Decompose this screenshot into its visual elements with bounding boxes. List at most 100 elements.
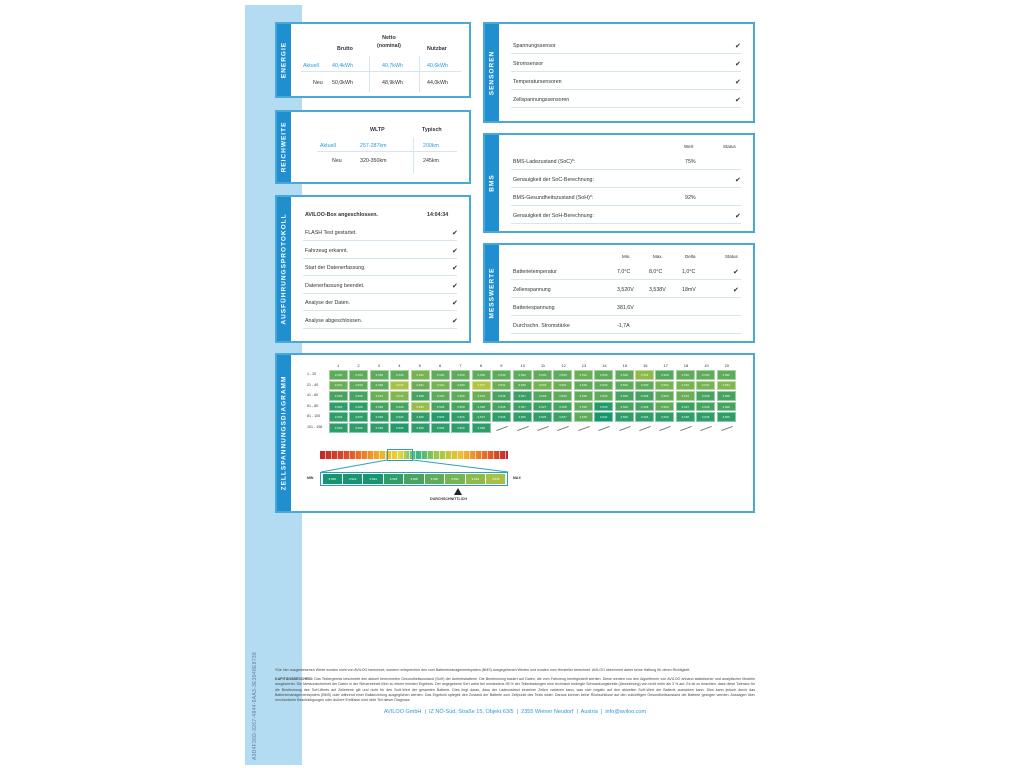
zoom-cell: 3,522	[342, 474, 363, 484]
measurement-label: Durchschn. Stromstärke	[513, 323, 570, 329]
value: 245km	[423, 158, 439, 164]
col-header: Typisch	[422, 127, 442, 133]
col-header: Netto (nominal)	[377, 35, 401, 49]
zoom-cell: 3,526	[383, 474, 404, 484]
value: 44,0kWh	[427, 80, 448, 86]
cell-voltage: 3,531	[471, 391, 491, 401]
zoom-cell: 3,534	[465, 474, 485, 484]
empty-cell-dash	[598, 425, 610, 432]
measurement-value: 3,520V	[617, 287, 634, 293]
section-title: ENERGIE	[280, 41, 288, 79]
cell-voltage: 3,530	[573, 401, 593, 412]
bms-label: BMS-Ladezustand (SoC)*:	[513, 159, 576, 165]
cell-voltage: 3,530	[553, 391, 573, 401]
cell-voltage: 3,526	[390, 412, 410, 422]
empty-cell-dash	[720, 425, 733, 432]
row-label: 61 - 80	[307, 403, 319, 408]
protocol-step: Analyse der Daten.	[305, 300, 351, 306]
cell-voltage: 3,526	[655, 412, 675, 422]
cell-voltage: 3,527	[512, 401, 532, 412]
divider	[303, 292, 457, 294]
section-title: REICHWEITE	[280, 121, 288, 173]
cell-voltage: 3,528	[716, 391, 736, 401]
zoom-cell: 3,536	[486, 474, 506, 484]
cell-voltage: 3,528	[635, 391, 654, 401]
cell-voltage: 3,530	[553, 370, 573, 380]
cell-voltage: 3,525	[431, 412, 450, 422]
cell-voltage: 3,533	[390, 391, 410, 401]
cell-voltage: 3,526	[696, 412, 716, 422]
cell-voltage: 3,529	[533, 391, 552, 401]
check-icon: ✔	[735, 61, 741, 68]
sensor-item: Spannungssensor	[513, 43, 556, 49]
cell-voltage: 3,528	[716, 401, 736, 412]
legend-min: MIN	[307, 476, 314, 480]
cell-voltage: 3,527	[553, 412, 573, 422]
column-label: 19	[704, 363, 709, 368]
section-tab: REICHWEITE	[277, 112, 291, 182]
cell-voltage: 3,531	[553, 380, 573, 391]
zoom-cell: 3,532	[445, 474, 465, 484]
divider	[511, 71, 741, 72]
value: 40,7kWh	[382, 63, 403, 69]
col-header: Status	[723, 144, 736, 149]
cell-voltage: 3,526	[716, 412, 736, 422]
cell-voltage: 3,530	[451, 391, 471, 401]
cell-voltage: 3,528	[614, 401, 634, 412]
sensor-item: Zellspannungssensoren	[513, 97, 570, 103]
empty-cell-dash	[516, 425, 529, 432]
cell-voltage: 3,531	[492, 380, 512, 391]
cell-voltage: 3,530	[431, 391, 450, 401]
cell-voltage: 3,525	[594, 401, 614, 412]
column-label: 9	[500, 363, 503, 368]
divider	[511, 169, 741, 170]
cell-voltage: 3,527	[675, 401, 695, 412]
cell-voltage: 3,532	[675, 380, 695, 391]
column-label: 4	[398, 363, 401, 368]
sensoren-section: SENSOREN Spannungssensor ✔ Stromsensor ✔ Tem…	[483, 22, 755, 123]
cell-voltage: 3,526	[451, 412, 471, 422]
empty-cell-dash	[659, 425, 672, 432]
cell-voltage: 3,530	[329, 370, 348, 380]
check-icon: ✔	[452, 265, 458, 272]
column-label: 14	[602, 363, 607, 368]
column-label: 6	[439, 363, 442, 368]
cell-voltage: 3,526	[349, 401, 369, 412]
cell-voltage: 3,532	[431, 380, 450, 391]
cell-voltage: 3,530	[614, 370, 634, 380]
sensor-item: Stromsensor	[513, 61, 544, 67]
cell-voltage: 3,528	[471, 401, 491, 412]
cell-voltage: 3,527	[471, 412, 491, 422]
footnote: *Die hier ausgewiesenen Werte wurden nic…	[275, 668, 691, 672]
divider	[303, 310, 457, 311]
column-label: 13	[581, 363, 587, 368]
check-icon: ✔	[452, 317, 458, 325]
empty-cell-dash	[618, 425, 631, 432]
cell-voltage: 3,531	[410, 380, 430, 391]
column-label: 5	[418, 363, 421, 368]
section-title: SENSOREN	[488, 50, 496, 95]
section-tab: ENERGIE	[277, 24, 291, 96]
cell-voltage: 3,530	[431, 370, 450, 380]
energie-section: ENERGIE Brutto Netto (nominal) Nutzbar A…	[275, 22, 471, 98]
cell-voltage: 3,528	[431, 401, 450, 412]
measurement-label: Batterietemperatur	[513, 269, 557, 275]
cell-voltage: 3,536	[390, 380, 410, 391]
cell-voltage: 3,528	[329, 391, 348, 401]
measurement-value: 18mV	[682, 287, 696, 293]
cell-voltage: 3,530	[614, 380, 634, 391]
cell-voltage: 3,530	[635, 380, 654, 391]
disclaimer-text: Das Testergebnis beschreibt den aktuell …	[275, 677, 755, 703]
sensor-item: Temperatursensoren	[513, 79, 562, 85]
zoom-cell: 3,520	[322, 474, 342, 484]
cell-voltage: 3,526	[329, 423, 348, 433]
divider	[511, 53, 741, 54]
empty-cell-dash	[537, 425, 549, 432]
cell-voltage: 3,526	[533, 412, 552, 422]
cell-voltage: 3,528	[492, 401, 512, 412]
zoom-connector	[320, 459, 509, 473]
divider	[511, 107, 741, 108]
col-header: Wert	[684, 144, 694, 149]
col-header: Max.	[653, 254, 663, 259]
cell-voltage: 3,530	[471, 370, 491, 380]
